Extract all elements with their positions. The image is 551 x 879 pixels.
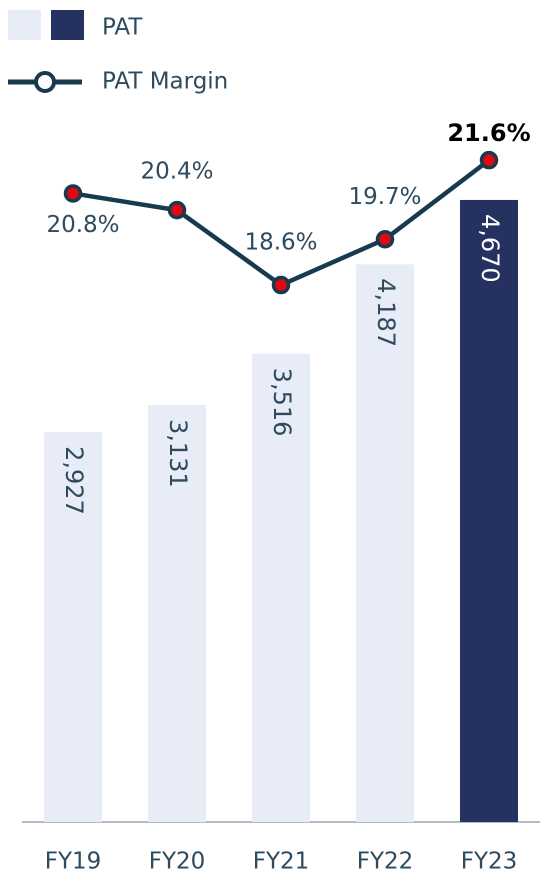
line-value-label: 19.7%: [348, 184, 421, 210]
x-tick-label: FY22: [357, 849, 414, 875]
line-value-label: 20.8%: [46, 212, 119, 238]
bar-value-label: 2,927: [60, 446, 88, 515]
legend-swatch-light: [8, 10, 41, 40]
line-marker: [271, 275, 291, 295]
legend-marker: [34, 71, 56, 93]
bar: [356, 264, 414, 822]
line-value-label: 18.6%: [244, 230, 317, 256]
bar-value-label: 4,187: [372, 278, 400, 347]
bar: [460, 199, 518, 822]
line-marker: [63, 184, 83, 203]
legend-swatch-dark: [51, 10, 84, 40]
bar-value-label: 3,131: [164, 419, 192, 488]
bar-value-label: 3,516: [268, 368, 296, 437]
bar: [148, 404, 206, 822]
line-value-label: 20.4%: [140, 159, 213, 185]
x-tick-label: FY19: [45, 849, 102, 875]
x-tick-label: FY23: [461, 849, 518, 875]
line-marker: [167, 200, 187, 220]
legend-label: PAT: [102, 15, 143, 41]
bar: [44, 432, 102, 822]
x-tick-label: FY20: [149, 849, 206, 875]
legend-label: PAT Margin: [102, 69, 228, 95]
line-value-label: 21.6%: [447, 119, 530, 147]
line-marker: [375, 230, 395, 249]
bar: [252, 353, 310, 822]
line: [72, 158, 491, 288]
line-marker: [479, 150, 499, 170]
x-tick-label: FY21: [253, 849, 310, 875]
bar-value-label: 4,670: [476, 214, 504, 283]
